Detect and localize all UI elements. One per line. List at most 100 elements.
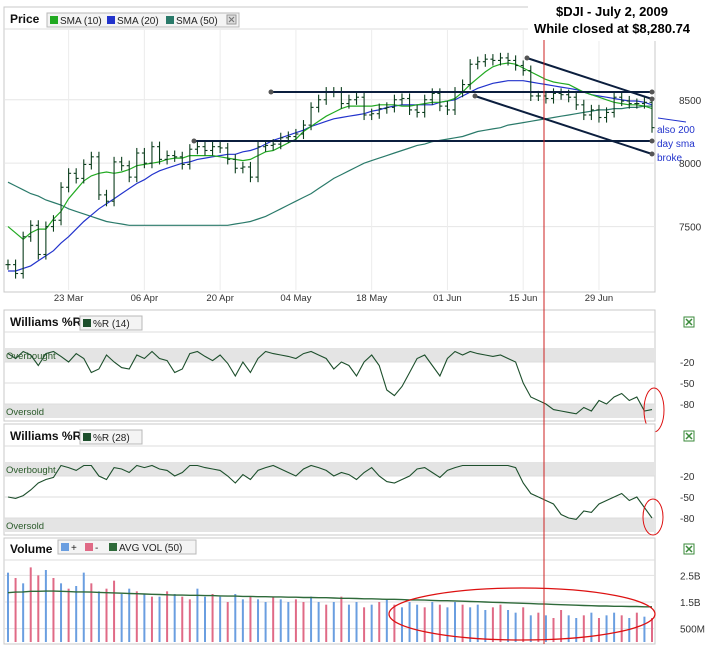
wr14-panel-title: Williams %R: [10, 315, 82, 329]
wr14-legend: %R (14): [79, 315, 143, 331]
price-bar: [103, 189, 109, 207]
price-bar: [13, 259, 19, 279]
note-line-3: broke: [657, 153, 682, 164]
price-bar: [255, 141, 261, 183]
price-bar: [225, 142, 231, 165]
price-bar: [604, 107, 610, 123]
wr14-y-tick-label: -80: [680, 400, 695, 411]
price-bar: [179, 151, 185, 170]
price-x-tick-label: 15 Jun: [509, 293, 538, 304]
sma20-line: [8, 80, 653, 272]
price-x-tick-label: 20 Apr: [206, 293, 233, 304]
legend-label-avg-vol: AVG VOL (50): [119, 543, 182, 554]
wr28-legend: %R (28): [79, 429, 143, 445]
legend-label-wr28: %R (28): [93, 433, 130, 444]
legend-box: [79, 429, 143, 445]
price-bar: [376, 103, 382, 119]
price-bar: [35, 220, 41, 260]
price-bar: [626, 95, 632, 109]
volume-y-tick-label: 1.5B: [680, 598, 701, 609]
price-bar: [58, 182, 64, 226]
price-bar: [399, 93, 405, 105]
highlight-circle-wr28: [642, 498, 664, 536]
legend-label-volume-down: -: [95, 543, 98, 554]
legend-swatch-sma20: [107, 16, 115, 24]
wr14-plot: -20 -50 -80 Overbought Oversold: [4, 348, 695, 418]
price-y-axis: 8500 8000 7500: [679, 96, 702, 234]
price-bar: [467, 59, 473, 90]
wr14-oversold-zone: [4, 404, 655, 418]
expand-icon-wr28[interactable]: [683, 430, 695, 442]
volume-plot: 2.5B 1.5B 500M: [4, 567, 705, 642]
wr14-y-tick-label: -20: [680, 358, 695, 369]
price-bar: [573, 92, 579, 110]
price-bar: [28, 220, 34, 242]
price-bar: [369, 108, 375, 121]
price-y-tick-label: 8500: [679, 96, 702, 107]
channel-upper-line: [526, 57, 653, 100]
legend-swatch-wr14: [83, 319, 91, 327]
price-bar: [316, 94, 322, 113]
price-bar: [490, 54, 496, 66]
expand-icon-glyph: [685, 318, 693, 326]
annotation-title-line-2: While closed at $8,280.74: [534, 21, 691, 36]
price-bar: [528, 65, 534, 102]
price-bar: [482, 54, 488, 67]
price-bar: [520, 60, 526, 76]
price-bar: [505, 52, 511, 66]
price-bar: [149, 141, 155, 169]
price-panel-title: Price: [10, 12, 40, 26]
price-bar: [232, 154, 238, 174]
legend-swatch-avg-vol: [109, 543, 117, 551]
price-bar: [611, 92, 617, 118]
price-bar: [126, 160, 132, 183]
price-bar: [596, 104, 602, 123]
highlight-ellipse-volume: [388, 587, 656, 641]
price-bar: [73, 168, 79, 184]
price-bar: [202, 141, 208, 156]
wr28-oversold-zone: [4, 518, 655, 532]
price-bar: [414, 104, 420, 118]
price-bar: [263, 140, 269, 152]
wr14-oversold-label: Oversold: [6, 407, 44, 418]
wr14-line: [7, 350, 653, 415]
trendline-anchor: [191, 138, 197, 144]
channel-lower-line: [474, 95, 653, 155]
price-bar: [308, 102, 314, 131]
price-bar: [293, 128, 299, 142]
legend-label-sma50: SMA (50): [176, 16, 218, 27]
expand-icon-volume[interactable]: [683, 543, 695, 555]
price-bar: [247, 161, 253, 183]
price-bar: [172, 150, 178, 162]
price-x-tick-label: 29 Jun: [585, 293, 614, 304]
volume-y-tick-label: 500M: [680, 625, 705, 636]
price-x-tick-label: 04 May: [280, 293, 311, 304]
legend-label-volume-up: +: [71, 543, 77, 554]
note-line-1: also 200: [657, 125, 695, 136]
legend-label-wr14: %R (14): [93, 319, 130, 330]
trendline-anchor: [649, 89, 655, 95]
price-x-tick-label: 06 Apr: [131, 293, 158, 304]
annotation-title-line-1: $DJI - July 2, 2009: [556, 4, 668, 19]
price-bar: [141, 147, 147, 169]
wr14-y-tick-label: -50: [680, 379, 695, 390]
expand-icon-wr14[interactable]: [683, 316, 695, 328]
legend-box: [46, 12, 240, 28]
price-bar: [581, 99, 587, 121]
price-bar: [391, 94, 397, 113]
price-bar: [88, 151, 94, 170]
wr28-y-tick-label: -50: [680, 493, 695, 504]
price-bar: [50, 215, 56, 232]
trendlines: [191, 55, 687, 157]
price-bar: [361, 92, 367, 121]
price-y-tick-label: 8000: [679, 159, 702, 170]
trendline-anchor: [472, 93, 478, 99]
trendline-anchor: [524, 55, 530, 61]
legend-label-sma10: SMA (10): [60, 16, 102, 27]
avg-vol-line: [7, 590, 652, 608]
price-bar: [551, 88, 557, 104]
legend-label-sma20: SMA (20): [117, 16, 159, 27]
price-bar: [111, 156, 117, 207]
price-bar: [634, 98, 640, 109]
legend-swatch-wr28: [83, 433, 91, 441]
